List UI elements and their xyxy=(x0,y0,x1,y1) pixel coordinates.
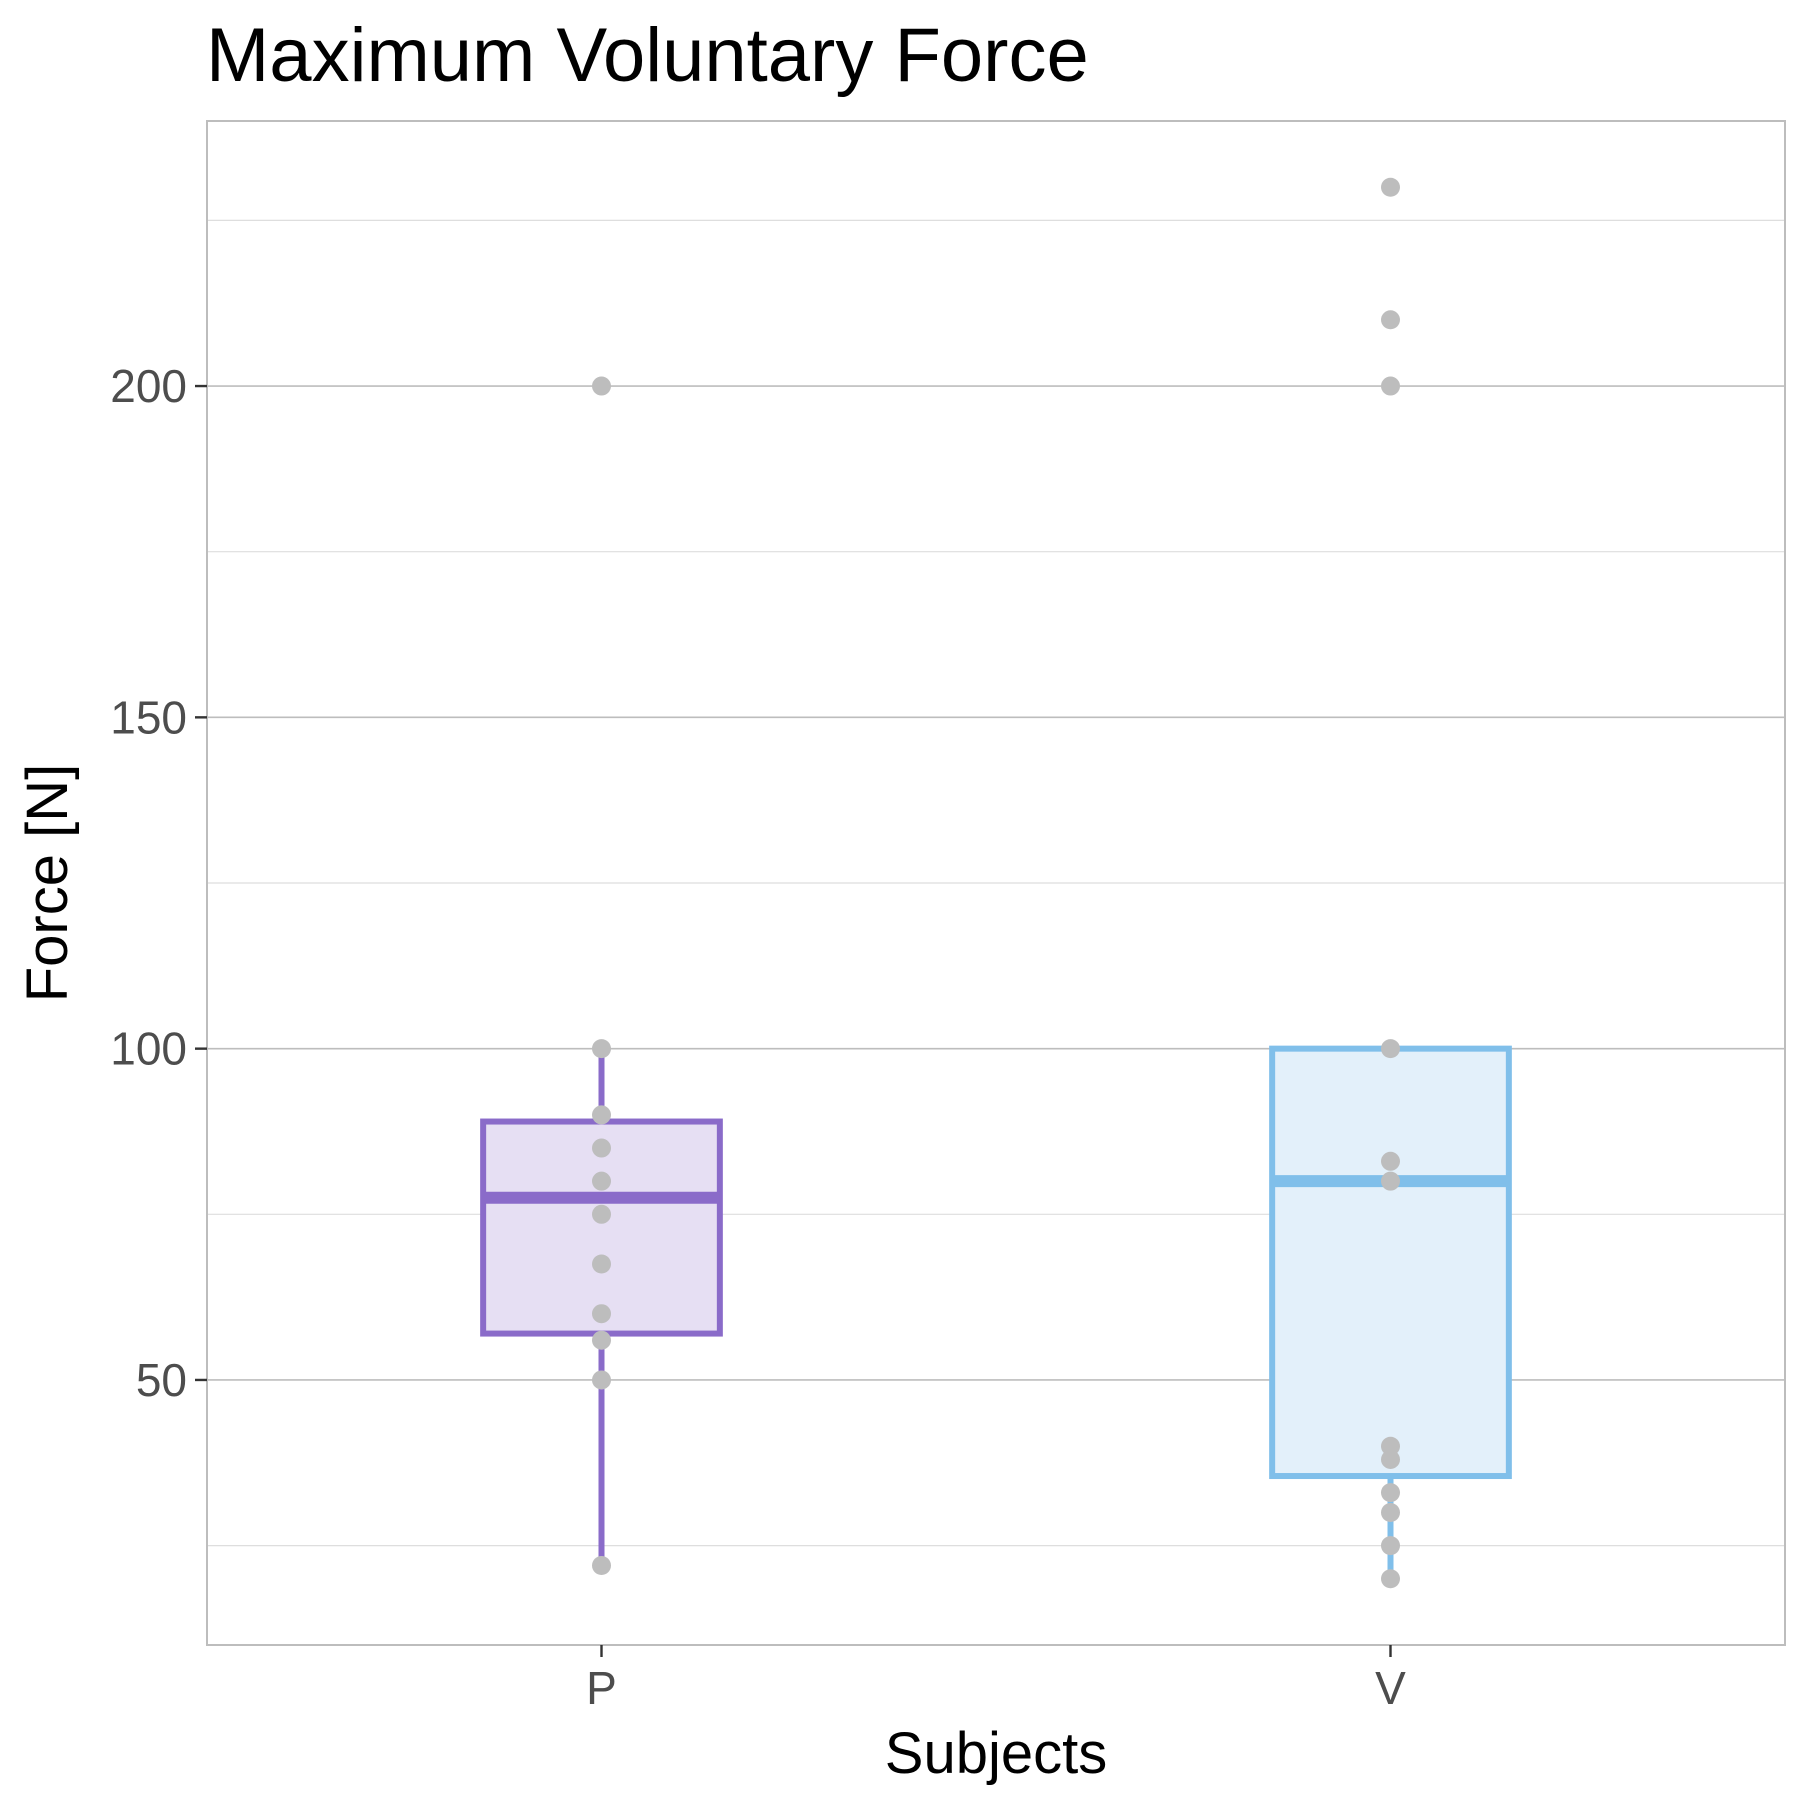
data-point xyxy=(592,1138,611,1158)
grid-lines xyxy=(207,219,1785,1547)
data-point xyxy=(1381,1483,1400,1503)
data-point xyxy=(1381,376,1400,396)
data-point xyxy=(1381,1039,1400,1059)
data-point xyxy=(1381,1436,1400,1456)
x-tick-label: V xyxy=(1375,1662,1406,1714)
data-point xyxy=(592,1171,611,1191)
data-point xyxy=(1381,177,1400,197)
box-v xyxy=(1269,1045,1512,1579)
data-point xyxy=(592,1254,611,1274)
y-axis-title: Force [N] xyxy=(15,764,80,1003)
y-tick-label: 100 xyxy=(110,1023,187,1075)
boxes xyxy=(480,1045,1512,1579)
data-points xyxy=(592,177,1400,1589)
data-point xyxy=(1381,1569,1400,1589)
data-point xyxy=(1381,310,1400,330)
data-point xyxy=(592,1204,611,1224)
data-point xyxy=(1381,1536,1400,1556)
axes: 50 100 150 200 P V xyxy=(110,360,1406,1714)
data-point xyxy=(1381,1171,1400,1191)
data-point xyxy=(592,1039,611,1059)
x-tick-label: P xyxy=(586,1662,617,1714)
data-point xyxy=(592,376,611,396)
data-point xyxy=(592,1555,611,1575)
interquartile-box xyxy=(1269,1045,1512,1480)
y-tick-label: 150 xyxy=(110,691,187,743)
data-point xyxy=(1381,1151,1400,1171)
data-point xyxy=(1381,1449,1400,1469)
data-point xyxy=(592,1370,611,1390)
data-point xyxy=(592,1105,611,1125)
data-point xyxy=(1381,1502,1400,1522)
data-point xyxy=(592,1304,611,1324)
plot-panel xyxy=(206,120,1786,1646)
chart-title: Maximum Voluntary Force xyxy=(206,13,1089,98)
y-tick-label: 50 xyxy=(136,1354,187,1406)
data-point xyxy=(592,1330,611,1350)
y-tick-label: 200 xyxy=(110,360,187,412)
x-axis-title: Subjects xyxy=(885,1721,1107,1786)
